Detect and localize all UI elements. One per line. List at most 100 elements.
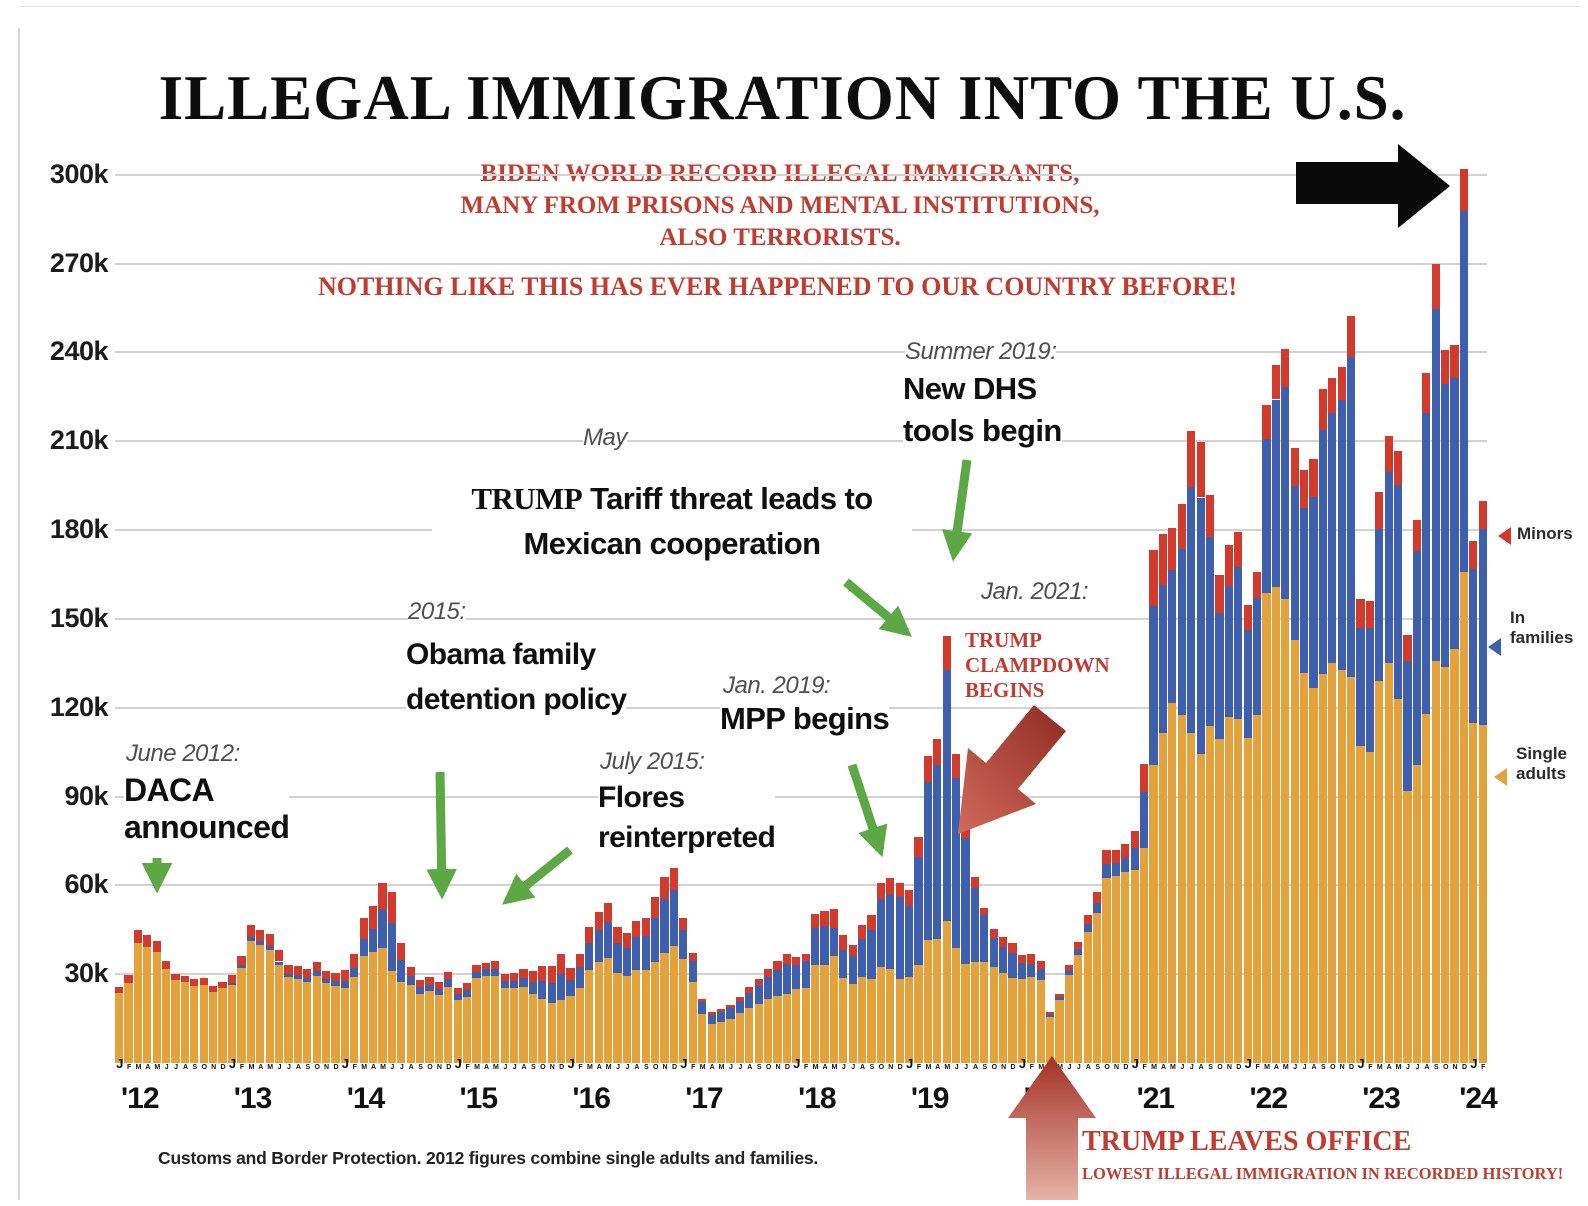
bar-2012-11 [209, 140, 218, 1063]
minors-segment [1403, 634, 1412, 662]
single_adults-segment [1177, 714, 1186, 1063]
flores-date: July 2015: [600, 748, 705, 776]
in_families-segment [923, 782, 932, 940]
gridline-270k [115, 262, 1487, 265]
bar-2018-04 [820, 140, 829, 1063]
bar-2014-08 [406, 140, 415, 1063]
obama-date: 2015: [408, 598, 466, 626]
month-tick: A [1273, 1064, 1279, 1071]
minors-segment [1271, 364, 1280, 400]
in_families-segment [980, 914, 989, 962]
minors-segment [1328, 377, 1337, 414]
single_adults-segment [1102, 877, 1111, 1063]
month-tick: N [775, 1064, 781, 1071]
month-tick: J [1018, 1056, 1027, 1071]
bar-2021-07 [1187, 140, 1196, 1063]
month-tick: S [305, 1064, 311, 1071]
in_families-segment [1356, 628, 1365, 747]
in_families-segment [707, 1015, 716, 1024]
bar-2016-07 [622, 140, 632, 1063]
month-tick: J [1131, 1056, 1139, 1071]
month-tick: S [1433, 1064, 1439, 1071]
month-tick: J [625, 1064, 630, 1071]
month-tick: O [1442, 1064, 1449, 1071]
bar-2018-10 [876, 140, 885, 1063]
bar-2018-01 [792, 140, 801, 1063]
single_adults-segment [359, 956, 368, 1063]
month-tick: J [1357, 1056, 1365, 1071]
month-tick: A [483, 1064, 490, 1071]
minors-segment [1422, 373, 1431, 414]
bar-2018-08 [857, 140, 867, 1063]
in_families-segment [726, 1008, 735, 1019]
single_adults-segment [867, 979, 876, 1063]
minors-segment [1346, 315, 1356, 358]
minors-segment [707, 1012, 716, 1015]
single_adults-segment [1356, 746, 1365, 1063]
minors-segment [848, 944, 857, 957]
minors-segment [716, 1008, 726, 1013]
trump-word: TRUMP [471, 481, 583, 516]
month-tick: S [418, 1064, 423, 1071]
obama-label: Obama family detention policy [406, 632, 627, 722]
month-tick: A [145, 1064, 151, 1071]
bar-2019-11 [999, 140, 1008, 1063]
bar-2020-05 [1055, 140, 1064, 1063]
month-tick: M [605, 1064, 612, 1071]
single_adults-segment [1064, 974, 1074, 1063]
single_adults-segment [209, 992, 218, 1063]
bar-2023-09 [1431, 140, 1440, 1063]
single_adults-segment [1328, 663, 1337, 1063]
minors-segment [557, 953, 566, 974]
month-tick: N [1001, 1064, 1007, 1071]
bar-2012-06 [162, 140, 171, 1063]
minors-segment [1121, 843, 1130, 859]
single_adults-segment [406, 985, 415, 1063]
single_adults-segment [726, 1018, 735, 1063]
month-tick: M [1038, 1064, 1045, 1071]
minors-segment [622, 932, 632, 948]
in_families-segment [1177, 549, 1186, 715]
minors-segment [171, 973, 180, 981]
month-tick: A [822, 1064, 828, 1071]
minors-segment [1412, 519, 1422, 551]
in_families-segment [1149, 605, 1158, 765]
month-tick: S [1095, 1064, 1101, 1071]
minors-segment [1290, 447, 1299, 487]
bar-2018-07 [848, 140, 857, 1063]
bar-2017-07 [735, 140, 744, 1063]
month-tick: S [1321, 1064, 1326, 1071]
month-tick: M [586, 1064, 593, 1071]
y-axis-label-150k: 150k [49, 602, 109, 633]
in_families-segment [1309, 497, 1318, 688]
single_adults-segment [434, 995, 443, 1063]
single_adults-segment [378, 947, 387, 1063]
minors-segment [350, 954, 359, 969]
single_adults-segment [763, 999, 773, 1063]
bar-2016-10 [651, 140, 660, 1063]
in_families-segment [1205, 536, 1215, 727]
minors-segment [491, 961, 500, 969]
single_adults-segment [237, 968, 246, 1063]
in_families-segment [1346, 357, 1356, 677]
minors-segment [688, 952, 697, 961]
in_families-segment [904, 905, 914, 978]
warning-line-3: ALSO TERRORISTS. [659, 224, 901, 251]
minors-segment [1196, 441, 1205, 498]
in_families-segment [594, 929, 603, 963]
bar-2023-12 [1459, 140, 1469, 1063]
month-tick: M [1169, 1064, 1176, 1071]
bar-2016-02 [575, 140, 585, 1063]
minors-segment [1111, 849, 1121, 863]
month-tick: M [925, 1064, 932, 1071]
minors-segment [1008, 943, 1017, 953]
month-tick: D [1461, 1064, 1468, 1071]
month-tick: A [1085, 1064, 1091, 1071]
bar-2013-08 [293, 140, 302, 1063]
in_families-segment [566, 980, 575, 997]
bar-2024-02 [1478, 140, 1487, 1063]
minors-segment [763, 968, 773, 977]
in_families-segment [895, 897, 904, 979]
single_adults-segment [1017, 978, 1027, 1063]
